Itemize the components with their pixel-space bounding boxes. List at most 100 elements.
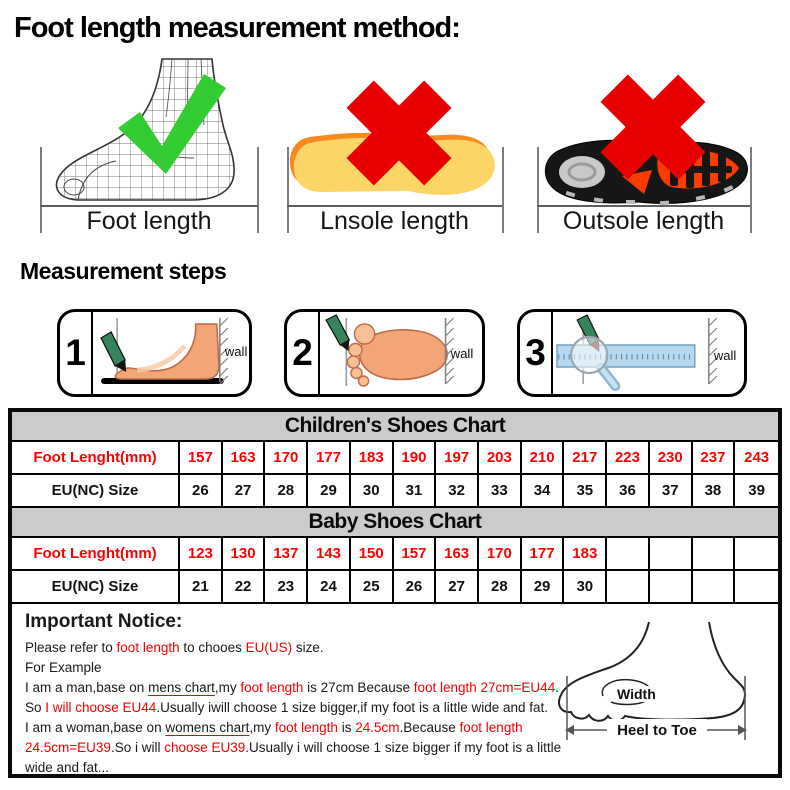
table-cell: 130	[223, 538, 266, 569]
method-label-foot-length: Foot length	[86, 207, 212, 235]
notice-line: wide and fat...	[25, 758, 575, 778]
notice-text-segment: .Usually i will choose 1 size bigger if …	[245, 740, 562, 755]
table-cell	[693, 538, 736, 569]
chart-row: Foot Lenght(mm) 157 163 170 177 183 190 197 203 2…	[12, 442, 778, 475]
baby-chart-rows: Foot Lenght(mm) 123 130 137 143 150 157 163 170 1…	[12, 538, 778, 604]
table-cell: 31	[394, 475, 437, 506]
wall-hatch	[708, 317, 718, 385]
wall-hatch	[219, 317, 229, 385]
notice-text-segment: to chooes	[179, 640, 246, 655]
table-cell: 143	[308, 538, 351, 569]
table-cell: 29	[522, 571, 565, 602]
table-cell: 23	[265, 571, 309, 602]
chart-row: Foot Lenght(mm) 123 130 137 143 150 157 163 170 1…	[12, 538, 778, 571]
table-cell	[650, 571, 693, 602]
size-chart-box: Children's Shoes Chart Foot Lenght(mm) 15…	[8, 408, 782, 778]
wall-label: wall	[713, 348, 737, 363]
table-cell: 230	[650, 442, 693, 473]
wall-label: wall	[450, 346, 474, 361]
table-cell	[650, 538, 693, 569]
table-cell: 243	[744, 449, 770, 466]
table-cell: 157	[394, 538, 437, 569]
table-cell: 217	[564, 442, 608, 473]
notice-text-segment: foot length	[274, 720, 338, 735]
step-1-illustration: wall	[93, 312, 249, 394]
table-cell: 24	[308, 571, 351, 602]
table-cell: 123	[180, 538, 223, 569]
table-cell: 163	[436, 538, 479, 569]
notice-line: I am a man,base on mens chart,my foot le…	[25, 678, 575, 698]
notice-text-segment: wide and fat...	[25, 760, 110, 775]
notice-text-segment: I am a woman,base on	[25, 720, 166, 735]
measure-line	[287, 147, 289, 233]
notice-text-segment: .Usually iwill choose 1 size bigger,if m…	[156, 700, 549, 715]
notice-text-segment: For Example	[25, 660, 102, 675]
notice-text-segment: foot length	[459, 720, 523, 735]
table-cell: 34	[522, 475, 565, 506]
foot-outline-diagram: Width Heel to Toe	[558, 621, 747, 740]
step-2-illustration: wall	[320, 312, 482, 394]
table-cell: 36	[607, 475, 650, 506]
toes	[346, 323, 376, 387]
notice-text-segment: .So i will	[110, 740, 165, 755]
notice-text-segment: foot length	[240, 680, 304, 695]
notice-text-segment: womens chart	[165, 720, 250, 735]
green-check-icon	[118, 74, 226, 174]
notice-lines: Please refer to foot length to chooes EU…	[25, 638, 778, 778]
table-cell: 163	[223, 442, 266, 473]
notice-line: I am a woman,base on womens chart,my foo…	[25, 718, 575, 738]
table-cell	[735, 538, 778, 569]
step-3-box: 3	[517, 309, 747, 397]
table-cell: 183	[351, 442, 394, 473]
table-cell	[735, 571, 778, 602]
top-foot-icon	[358, 328, 448, 381]
notice-line: So I will choose EU44.Usually iwill choo…	[25, 698, 575, 718]
table-cell: 183	[564, 538, 608, 569]
children-chart-rows: Foot Lenght(mm) 157 163 170 177 183 190 197 203 2…	[12, 442, 778, 508]
table-cell: 190	[394, 442, 437, 473]
table-cell: 39	[748, 482, 765, 499]
table-cell: 27	[223, 475, 266, 506]
table-cell: 37	[650, 475, 693, 506]
row-label: EU(NC) Size	[12, 475, 180, 506]
table-cell: 33	[479, 475, 522, 506]
table-cell: 170	[265, 442, 309, 473]
measure-line	[40, 205, 258, 207]
notice-text-segment: 24.5cm=EU39	[25, 740, 111, 755]
notice-text-segment: ,my	[214, 680, 241, 695]
table-cell: 177	[308, 442, 351, 473]
table-cell: 26	[180, 475, 223, 506]
notice-text-segment: is 27cm Because	[303, 680, 414, 695]
table-cell: 210	[522, 442, 565, 473]
measure-line	[750, 147, 752, 233]
table-cell: 28	[479, 571, 522, 602]
table-cell: 27	[436, 571, 479, 602]
heel-to-toe-label: Heel to Toe	[617, 722, 697, 739]
measure-line	[537, 147, 539, 233]
notice-text-segment: I will choose EU44	[45, 700, 157, 715]
notice-line: 24.5cm=EU39.So i will choose EU39.Usuall…	[25, 738, 575, 758]
notice-text-segment: So	[25, 700, 46, 715]
important-notice-section: Important Notice: Please refer to foot l…	[12, 604, 778, 775]
table-cell: 21	[180, 571, 223, 602]
table-cell: 170	[479, 538, 522, 569]
notice-text-segment: EU(US)	[245, 640, 293, 655]
notice-text-segment: .Because	[399, 720, 460, 735]
table-cell: 150	[351, 538, 394, 569]
row-label: EU(NC) Size	[12, 571, 180, 602]
table-cell: 22	[223, 571, 266, 602]
notice-text-segment: .	[555, 680, 559, 695]
notice-text-segment: is	[337, 720, 356, 735]
pencil-icon	[325, 314, 351, 351]
side-foot-icon	[114, 323, 220, 380]
notice-text-segment: Please refer to	[25, 640, 117, 655]
table-cell: 29	[308, 475, 351, 506]
table-cell: 157	[180, 442, 223, 473]
notice-text-segment: ,my	[249, 720, 275, 735]
notice-text-segment: foot length 27cm=EU44	[413, 680, 556, 695]
measure-line	[502, 147, 504, 233]
step-number: 3	[520, 312, 553, 394]
notice-heading: Important Notice:	[25, 611, 183, 632]
step-number: 2	[287, 312, 320, 394]
